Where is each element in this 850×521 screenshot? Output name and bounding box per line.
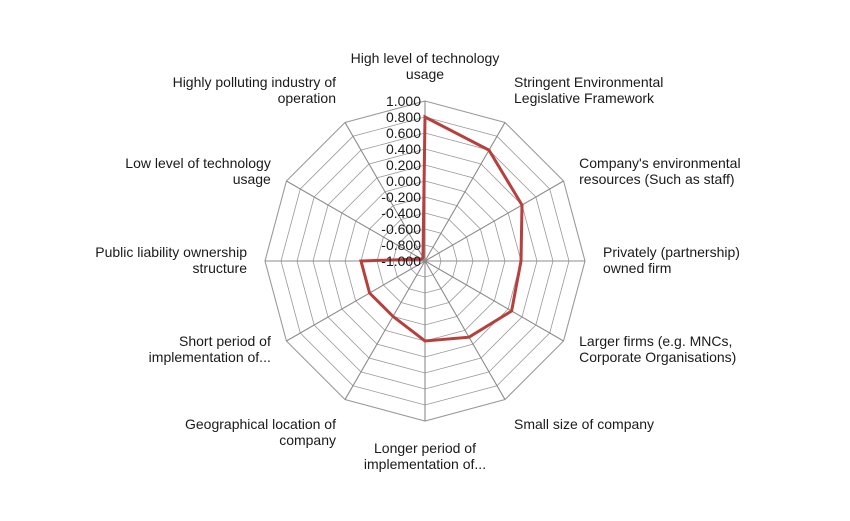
- axis-spoke: [286, 260, 426, 342]
- category-label-line: Corporate Organisations): [579, 349, 736, 365]
- radial-tick-label: -0.400: [381, 205, 421, 221]
- category-label-line: Company's environmental: [579, 155, 740, 171]
- axis-spoke: [344, 122, 426, 262]
- radial-tick-label: -0.800: [381, 237, 421, 253]
- category-labels: High level of technology usage Stringent E…: [95, 50, 740, 472]
- category-label-line: Low level of technology: [125, 155, 271, 171]
- radial-tick-label: 0.200: [386, 157, 421, 173]
- category-label-line: Legislative Framework: [514, 90, 655, 106]
- axis-spoke: [286, 180, 426, 262]
- radial-tick-label: -0.600: [381, 221, 421, 237]
- category-label: Low level of technology usage: [125, 155, 271, 187]
- radial-tick-labels: 1.0000.8000.6000.4000.2000.000-0.200-0.4…: [381, 93, 421, 269]
- category-label-line: implementation of...: [149, 349, 271, 365]
- radial-tick-label: -1.000: [381, 253, 421, 269]
- category-label-line: resources (Such as staff): [579, 171, 734, 187]
- category-label-line: Short period of: [179, 333, 271, 349]
- category-label-line: operation: [278, 90, 336, 106]
- category-label: Geographical location of company: [185, 416, 336, 448]
- category-label-line: Privately (partnership): [603, 244, 740, 260]
- category-label-line: usage: [233, 171, 271, 187]
- category-label-line: Highly polluting industry of: [173, 74, 337, 90]
- category-label-line: Public liability ownership: [95, 244, 247, 260]
- radial-tick-label: 0.000: [386, 173, 421, 189]
- category-label-line: Longer period of: [374, 440, 476, 456]
- category-label: Privately (partnership) owned firm: [603, 244, 740, 276]
- radial-tick-label: 0.800: [386, 109, 421, 125]
- category-label-line: structure: [193, 260, 248, 276]
- radial-tick-label: 0.400: [386, 141, 421, 157]
- axis-spoke: [424, 180, 564, 262]
- category-label-line: company: [279, 432, 336, 448]
- radar-series: [359, 114, 524, 343]
- category-label: Small size of company: [514, 416, 654, 432]
- category-label: High level of technology usage: [351, 50, 500, 82]
- category-label: Short period of implementation of...: [149, 333, 271, 365]
- radial-tick-label: 1.000: [386, 93, 421, 109]
- category-label-line: implementation of...: [364, 456, 486, 472]
- category-label-line: Geographical location of: [185, 416, 336, 432]
- radar-axes: [265, 101, 585, 421]
- category-label: Highly polluting industry of operation: [173, 74, 337, 106]
- radial-tick-label: 0.600: [386, 125, 421, 141]
- category-label-line: usage: [406, 66, 444, 82]
- category-label: Stringent Environmental Legislative Frame…: [514, 74, 663, 106]
- axis-spoke: [424, 260, 564, 342]
- category-label-line: owned firm: [603, 260, 671, 276]
- category-label-line: Larger firms (e.g. MNCs,: [579, 333, 732, 349]
- radial-tick-label: -0.200: [381, 189, 421, 205]
- category-label: Longer period of implementation of...: [364, 440, 486, 472]
- category-label-line: Stringent Environmental: [514, 74, 663, 90]
- category-label: Public liability ownership structure: [95, 244, 247, 276]
- axis-spoke: [344, 260, 426, 400]
- category-label-line: High level of technology: [351, 50, 500, 66]
- category-label-line: Small size of company: [514, 416, 654, 432]
- axis-spoke: [424, 260, 506, 400]
- category-label: Company's environmental resources (Such a…: [579, 155, 740, 187]
- category-label: Larger firms (e.g. MNCs, Corporate Organi…: [579, 333, 736, 365]
- axis-spoke: [424, 122, 506, 262]
